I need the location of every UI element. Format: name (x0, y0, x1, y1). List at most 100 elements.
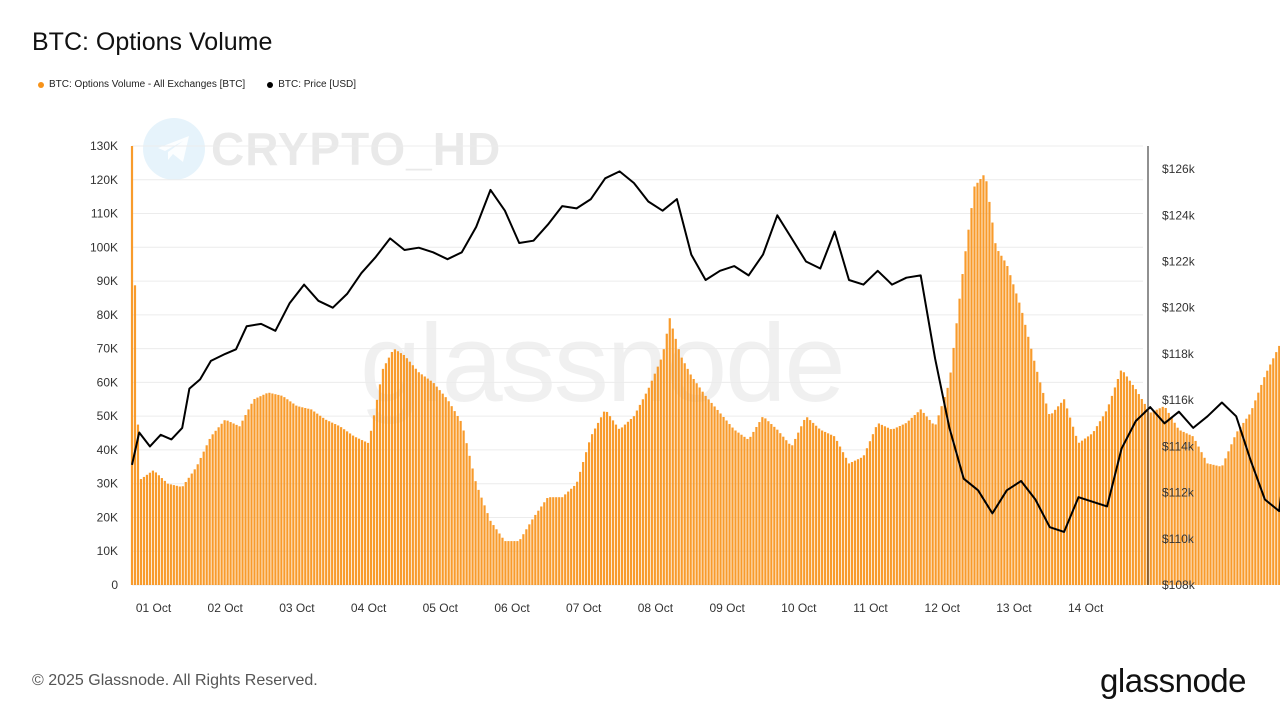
volume-bar (1066, 408, 1069, 585)
volume-bar (408, 361, 411, 585)
volume-bar (351, 435, 355, 585)
volume-bar (429, 380, 432, 585)
volume-bar (181, 486, 184, 585)
volume-bar (952, 347, 955, 585)
y-left-tick-label: 0 (111, 578, 118, 592)
volume-bar (262, 394, 265, 585)
volume-bar (247, 409, 250, 585)
volume-bar (928, 419, 931, 585)
y-right-tick-label: $122k (1162, 255, 1196, 269)
volume-bar (1266, 370, 1269, 585)
volume-bar (456, 416, 459, 585)
watermark-channel-text: CRYPTO_HD (211, 123, 502, 175)
volume-bar (865, 448, 869, 585)
volume-bar (1173, 422, 1176, 585)
volume-bar (396, 351, 399, 585)
volume-bar (874, 427, 878, 585)
volume-bar (1209, 464, 1212, 585)
volume-bar (525, 529, 528, 585)
volume-bar (907, 420, 910, 585)
volume-bar (725, 420, 728, 585)
volume-bar (949, 372, 952, 585)
volume-bar (1155, 409, 1158, 585)
y-left-tick-label: 130K (90, 139, 118, 153)
volume-bar (241, 420, 244, 585)
volume-bar (910, 417, 913, 585)
volume-bar (943, 397, 946, 585)
volume-bar (498, 533, 501, 585)
volume-bar (208, 438, 211, 585)
volume-bar (767, 421, 770, 585)
volume-bar (599, 417, 603, 585)
volume-bar (292, 403, 295, 585)
volume-bar (579, 471, 582, 585)
volume-bar (1137, 394, 1140, 585)
volume-bar (695, 383, 698, 585)
volume-bar (806, 417, 809, 585)
volume-bar (605, 411, 609, 585)
volume-bar (895, 427, 898, 585)
volume-bar (1260, 384, 1263, 585)
volume-bar (1000, 255, 1003, 585)
volume-bar (1125, 376, 1128, 585)
volume-bar (235, 424, 238, 585)
volume-bar (937, 415, 940, 585)
volume-bar (620, 427, 624, 585)
volume-bar (668, 318, 671, 585)
volume-bar (1134, 389, 1137, 585)
bar-series (130, 146, 1280, 586)
volume-bar (1170, 417, 1173, 585)
y-right-tick-label: $110k (1162, 532, 1195, 546)
volume-bar (516, 541, 519, 585)
volume-bar (468, 455, 471, 585)
volume-bar (1167, 412, 1170, 585)
volume-bar (1012, 284, 1015, 585)
volume-bar (821, 430, 824, 585)
y-left-tick-label: 30K (97, 477, 118, 491)
copyright-footer: © 2025 Glassnode. All Rights Reserved. (32, 672, 318, 689)
volume-bar (172, 485, 175, 585)
volume-bar (265, 393, 268, 585)
legend-dot-options-volume (38, 81, 44, 88)
volume-bar (459, 420, 462, 585)
volume-bar (1140, 398, 1143, 585)
legend-item-price[interactable]: BTC: Price [USD] (267, 79, 356, 90)
volume-bar (322, 417, 325, 585)
volume-bar (363, 441, 367, 585)
legend-label-price: BTC: Price [USD] (278, 79, 356, 90)
volume-bar (1197, 446, 1200, 585)
volume-bar (1239, 427, 1242, 585)
volume-bar (513, 541, 516, 585)
volume-bar (743, 436, 746, 585)
volume-bar (590, 434, 594, 585)
x-tick-label: 07 Oct (566, 601, 602, 615)
volume-bar (414, 368, 417, 585)
volume-bar (211, 434, 214, 585)
y-left-tick-label: 90K (97, 274, 118, 288)
volume-bar (916, 412, 919, 585)
volume-bar (555, 497, 558, 585)
x-tick-label: 12 Oct (925, 601, 961, 615)
volume-bar (985, 181, 988, 585)
volume-bar (471, 468, 474, 585)
legend-item-options-volume[interactable]: BTC: Options Volume - All Exchanges [BTC… (38, 79, 245, 90)
volume-bar (295, 405, 298, 585)
volume-bar (650, 380, 653, 585)
volume-bar (214, 430, 217, 585)
volume-bar (474, 481, 477, 585)
volume-bar (570, 488, 573, 585)
line-series (131, 170, 1280, 533)
volume-bar (988, 201, 991, 585)
volume-bar (824, 431, 827, 585)
volume-bar (196, 464, 199, 585)
volume-bar (190, 473, 193, 585)
y-right-tick-label: $126k (1162, 162, 1196, 176)
volume-bar (432, 383, 435, 585)
volume-bar (522, 534, 525, 585)
volume-bar (611, 420, 615, 585)
volume-bar (1152, 411, 1155, 585)
x-tick-label: 11 Oct (853, 601, 888, 615)
volume-bar (1069, 417, 1072, 585)
volume-bar (844, 457, 848, 585)
